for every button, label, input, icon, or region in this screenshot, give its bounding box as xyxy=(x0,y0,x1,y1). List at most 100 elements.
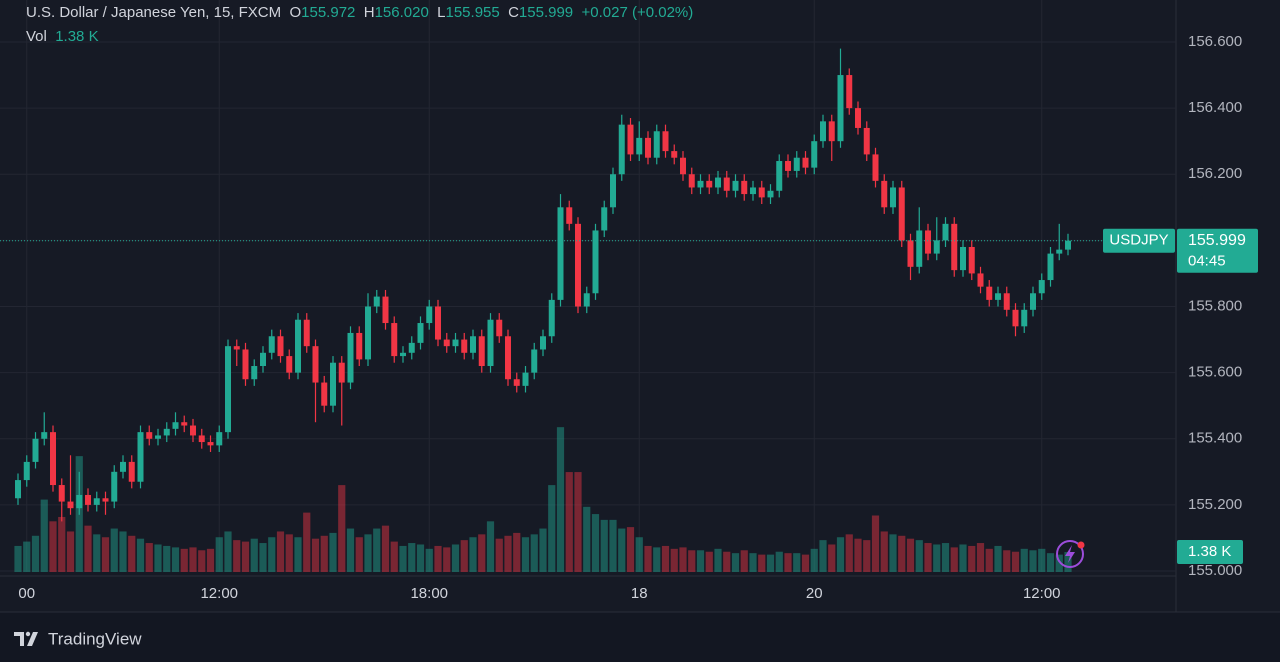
volume-badge-label: 1.38 K xyxy=(1188,543,1231,560)
y-tick-label: 156.200 xyxy=(1188,165,1242,182)
candle-body xyxy=(146,432,153,439)
volume-bar xyxy=(670,548,678,572)
candle-body xyxy=(487,319,494,367)
volume-bar xyxy=(723,551,731,572)
candle-body xyxy=(610,174,616,208)
y-tick-label: 156.400 xyxy=(1188,99,1242,116)
volume-bar xyxy=(924,543,932,572)
ohlc-value: 155.955 xyxy=(445,4,500,21)
candle-body xyxy=(828,121,835,142)
ohlc-value: 155.999 xyxy=(518,4,574,21)
y-tick-label: 155.800 xyxy=(1188,297,1242,314)
candle-body xyxy=(128,461,135,482)
candle-body xyxy=(1021,309,1028,327)
candle-body xyxy=(758,187,765,198)
candle-body xyxy=(540,336,546,350)
volume-bar xyxy=(548,485,556,572)
candle-body xyxy=(41,432,48,439)
candle-body xyxy=(1030,293,1036,310)
symbol-badge xyxy=(1103,228,1175,253)
volume-bar xyxy=(180,548,188,572)
candle-body xyxy=(968,246,975,274)
alert-bolt xyxy=(1065,545,1075,563)
volume-bar xyxy=(915,540,923,572)
volume-bar xyxy=(758,554,766,572)
candle-body xyxy=(242,349,249,380)
candle-body xyxy=(338,362,345,383)
candle-body xyxy=(898,187,905,241)
volume-bar xyxy=(968,545,976,572)
volume-bar xyxy=(994,545,1002,572)
volume-bar xyxy=(828,544,836,572)
candle-body xyxy=(303,319,310,347)
candle-body xyxy=(951,223,958,271)
volume-bar xyxy=(469,537,477,572)
candle-body xyxy=(723,177,730,191)
candle-body xyxy=(671,151,678,158)
volume-bar xyxy=(714,548,722,572)
candle-body xyxy=(960,246,966,271)
candle-body xyxy=(198,435,205,443)
candle-body xyxy=(706,180,713,188)
candle-body xyxy=(207,442,214,446)
volume-bar xyxy=(854,538,862,572)
y-tick-label: 155.000 xyxy=(1188,562,1242,579)
volume-bar xyxy=(206,548,215,572)
volume-bar xyxy=(250,538,258,572)
volume-header: Vol 1.38 K xyxy=(26,28,99,45)
candle-body xyxy=(478,336,485,367)
candles xyxy=(15,48,1071,522)
volume-bar xyxy=(311,538,320,572)
candle-body xyxy=(942,223,949,241)
volume-bar xyxy=(819,540,827,572)
volume-bar xyxy=(1055,554,1063,572)
candle-body xyxy=(863,127,870,155)
candle-body xyxy=(50,432,56,486)
candle-body xyxy=(1047,253,1054,281)
volume-bar xyxy=(171,547,180,572)
candle-body xyxy=(225,346,231,433)
candle-body xyxy=(295,319,301,373)
volume-bar xyxy=(504,535,512,572)
volume-bar xyxy=(775,551,783,572)
alert-dot xyxy=(1077,541,1085,549)
ohlc-key: H xyxy=(363,4,375,21)
alert-icon[interactable] xyxy=(1056,540,1085,568)
volume-bar xyxy=(373,528,381,572)
volume-bar xyxy=(443,547,451,572)
candle-body xyxy=(548,299,555,337)
volume-bar xyxy=(189,547,197,572)
candle-body xyxy=(855,108,861,128)
candle-body xyxy=(583,293,590,307)
volume-bar xyxy=(241,541,250,572)
candle-body xyxy=(286,356,293,373)
volume-bar xyxy=(513,532,521,572)
candle-body xyxy=(557,207,564,300)
candle-body xyxy=(260,352,266,367)
volume-bar xyxy=(688,550,696,572)
volume-bar xyxy=(696,550,705,572)
candle-body xyxy=(373,296,380,307)
volume-bar xyxy=(425,548,433,572)
candle-body xyxy=(268,336,275,353)
volume-bar xyxy=(766,554,775,572)
volume-bar xyxy=(985,548,993,572)
footer-background xyxy=(0,612,1280,662)
volume-bar xyxy=(285,534,293,572)
volume-bar xyxy=(1003,550,1011,572)
volume-bar xyxy=(591,514,600,572)
candle-body xyxy=(137,432,144,482)
volume-bar xyxy=(556,427,565,572)
volume-bar xyxy=(119,531,127,572)
candle-body xyxy=(426,306,433,324)
volume-bar xyxy=(845,534,853,572)
candle-body xyxy=(382,296,389,324)
candle-body xyxy=(496,319,503,337)
candle-body xyxy=(1056,249,1063,254)
candle-body xyxy=(93,498,100,505)
candle-body xyxy=(513,379,520,386)
volume-bar xyxy=(959,544,967,572)
volume-bar xyxy=(31,535,40,572)
volume-bar xyxy=(23,541,31,572)
candle-body xyxy=(321,382,328,406)
